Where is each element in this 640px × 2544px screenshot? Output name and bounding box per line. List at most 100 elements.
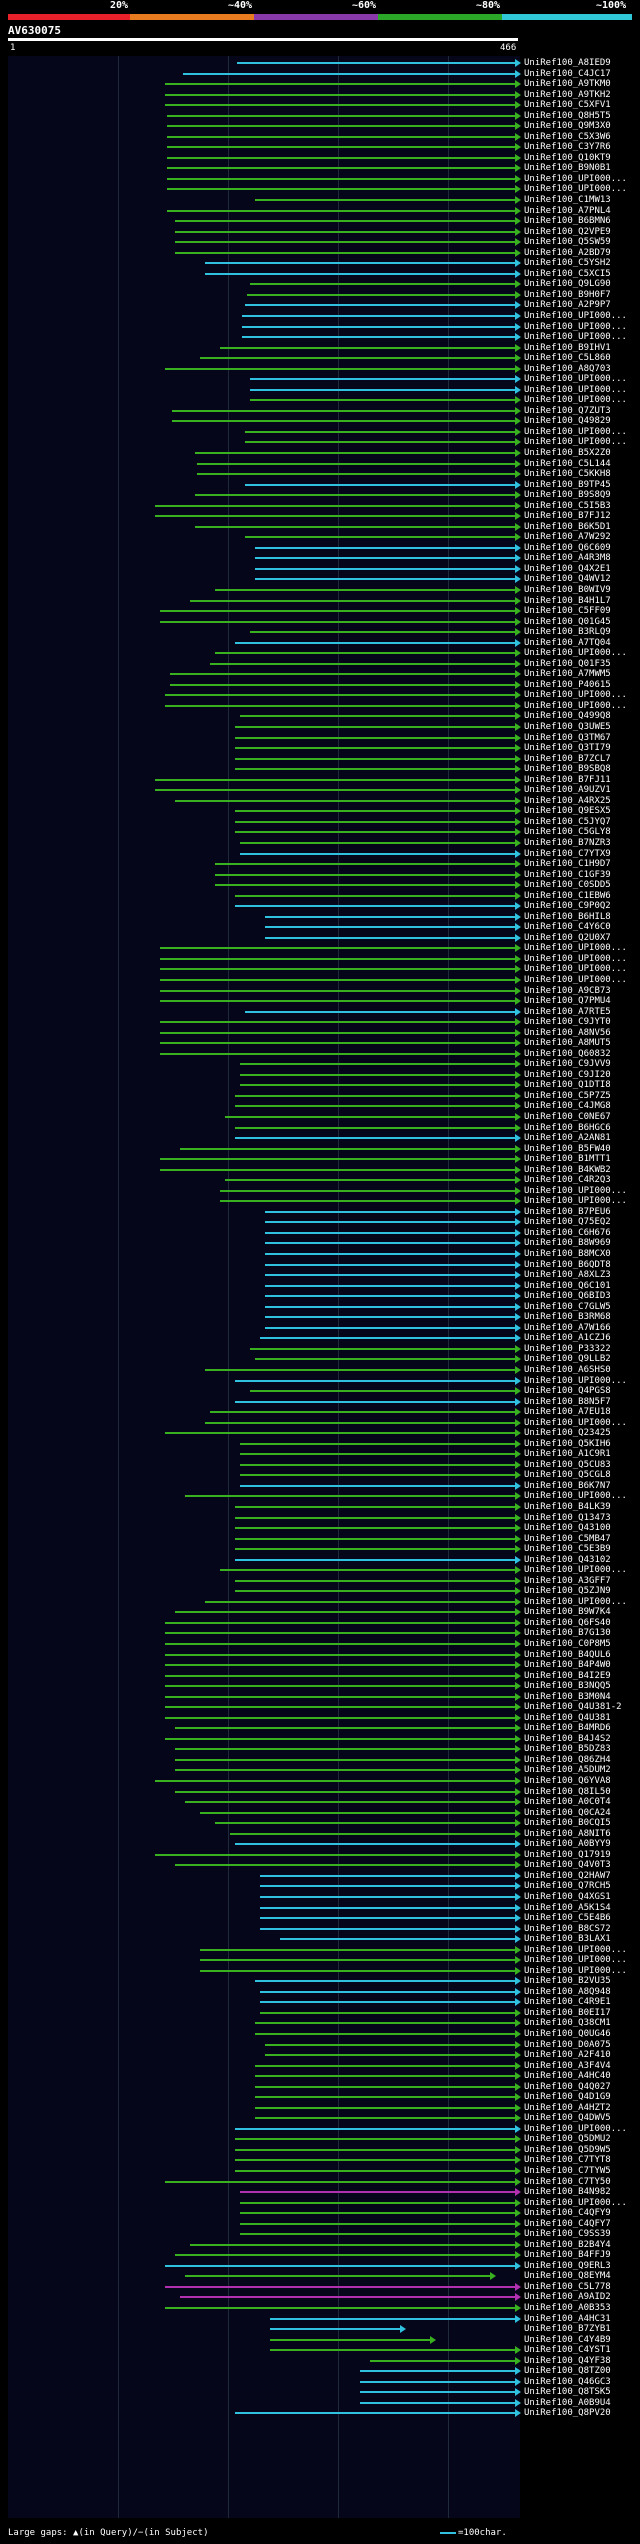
hit-label-link[interactable]: UniRef100_B4FFJ9 (524, 2250, 611, 2261)
hit-label-link[interactable]: UniRef100_Q01G45 (524, 616, 611, 627)
hit-label-link[interactable]: UniRef100_C9SS39 (524, 2229, 611, 2240)
hit-label-link[interactable]: UniRef100_A2AN81 (524, 1133, 611, 1144)
hit-label-link[interactable]: UniRef100_B5DZ83 (524, 1744, 611, 1755)
hit-label-link[interactable]: UniRef100_C4YST1 (524, 2345, 611, 2356)
hit-label-link[interactable]: UniRef100_P40615 (524, 679, 611, 690)
hit-label-link[interactable]: UniRef100_A4HC31 (524, 2313, 611, 2324)
hit-label-link[interactable]: UniRef100_Q0UG46 (524, 2028, 611, 2039)
hit-label-link[interactable]: UniRef100_B0EI17 (524, 2007, 611, 2018)
hit-label-link[interactable]: UniRef100_C7YTX9 (524, 848, 611, 859)
hit-label-link[interactable]: UniRef100_B9TP45 (524, 479, 611, 490)
hit-label-link[interactable]: UniRef100_Q8TSK5 (524, 2387, 611, 2398)
hit-label-link[interactable]: UniRef100_C4QFY7 (524, 2218, 611, 2229)
hit-label-link[interactable]: UniRef100_A1CZJ6 (524, 1333, 611, 1344)
hit-label-link[interactable]: UniRef100_Q38CM1 (524, 2018, 611, 2029)
hit-label-link[interactable]: UniRef100_B8MCX0 (524, 1249, 611, 1260)
hit-label-link[interactable]: UniRef100_Q2VPE9 (524, 226, 611, 237)
hit-label-link[interactable]: UniRef100_C4JMG8 (524, 1101, 611, 1112)
hit-label-link[interactable]: UniRef100_B3NQQ5 (524, 1681, 611, 1692)
hit-label-link[interactable]: UniRef100_C0SDD5 (524, 880, 611, 891)
hit-label-link[interactable]: UniRef100_C4JC17 (524, 68, 611, 79)
hit-label-link[interactable]: UniRef100_C6H676 (524, 1227, 611, 1238)
hit-label-link[interactable]: UniRef100_A8Q948 (524, 1986, 611, 1997)
hit-label-link[interactable]: UniRef100_B5X2Z0 (524, 447, 611, 458)
hit-label-link[interactable]: UniRef100_Q7RCH5 (524, 1881, 611, 1892)
hit-label-link[interactable]: UniRef100_Q8EYM4 (524, 2271, 611, 2282)
hit-label-link[interactable]: UniRef100_C5JYQ7 (524, 816, 611, 827)
hit-label-link[interactable]: UniRef100_Q17919 (524, 1849, 611, 1860)
hit-label-link[interactable]: UniRef100_B3LAX1 (524, 1934, 611, 1945)
hit-label-link[interactable]: UniRef100_Q10KT9 (524, 152, 611, 163)
hit-label-link[interactable]: UniRef100_A8NV56 (524, 1027, 611, 1038)
hit-label-link[interactable]: UniRef100_UPI000... (524, 690, 627, 701)
hit-label-link[interactable]: UniRef100_A0C0T4 (524, 1797, 611, 1808)
hit-label-link[interactable]: UniRef100_C9JI20 (524, 1069, 611, 1080)
hit-label-link[interactable]: UniRef100_A4HC40 (524, 2071, 611, 2082)
hit-label-link[interactable]: UniRef100_Q8IL50 (524, 1786, 611, 1797)
hit-label-link[interactable]: UniRef100_UPI000... (524, 648, 627, 659)
hit-label-link[interactable]: UniRef100_Q8H5T5 (524, 110, 611, 121)
hit-label-link[interactable]: UniRef100_C1H9D7 (524, 859, 611, 870)
hit-label-link[interactable]: UniRef100_UPI000... (524, 310, 627, 321)
hit-label-link[interactable]: UniRef100_B7ZCL7 (524, 753, 611, 764)
hit-label-link[interactable]: UniRef100_A9CB73 (524, 985, 611, 996)
hit-label-link[interactable]: UniRef100_Q5SW59 (524, 237, 611, 248)
hit-label-link[interactable]: UniRef100_UPI000... (524, 2123, 627, 2134)
hit-label-link[interactable]: UniRef100_C4Y4B9 (524, 2334, 611, 2345)
hit-label-link[interactable]: UniRef100_UPI000... (524, 374, 627, 385)
hit-label-link[interactable]: UniRef100_A0BYY9 (524, 1839, 611, 1850)
hit-label-link[interactable]: UniRef100_B9W7K4 (524, 1607, 611, 1618)
hit-label-link[interactable]: UniRef100_UPI000... (524, 964, 627, 975)
hit-label-link[interactable]: UniRef100_Q1DTI8 (524, 1080, 611, 1091)
hit-label-link[interactable]: UniRef100_B9IHV1 (524, 342, 611, 353)
hit-label-link[interactable]: UniRef100_UPI000... (524, 1965, 627, 1976)
hit-label-link[interactable]: UniRef100_Q4PGS8 (524, 1386, 611, 1397)
hit-label-link[interactable]: UniRef100_A5DUM2 (524, 1765, 611, 1776)
hit-label-link[interactable]: UniRef100_B3RM68 (524, 1312, 611, 1323)
hit-label-link[interactable]: UniRef100_B1MTT1 (524, 1154, 611, 1165)
hit-label-link[interactable]: UniRef100_B6HIL8 (524, 911, 611, 922)
hit-label-link[interactable]: UniRef100_Q7PMU4 (524, 996, 611, 1007)
hit-label-link[interactable]: UniRef100_B4P4W0 (524, 1660, 611, 1671)
hit-label-link[interactable]: UniRef100_B4N982 (524, 2187, 611, 2198)
hit-label-link[interactable]: UniRef100_B7PEU6 (524, 1206, 611, 1217)
hit-label-link[interactable]: UniRef100_B9S8Q9 (524, 490, 611, 501)
hit-label-link[interactable]: UniRef100_Q6C101 (524, 1280, 611, 1291)
hit-label-link[interactable]: UniRef100_Q3UWE5 (524, 722, 611, 733)
hit-label-link[interactable]: UniRef100_Q499Q8 (524, 711, 611, 722)
hit-label-link[interactable]: UniRef100_C7TYW5 (524, 2166, 611, 2176)
hit-label-link[interactable]: UniRef100_Q43102 (524, 1554, 611, 1565)
hit-label-link[interactable]: UniRef100_Q6BID3 (524, 1291, 611, 1302)
hit-label-link[interactable]: UniRef100_A9TKH2 (524, 89, 611, 100)
hit-label-link[interactable]: UniRef100_C1GF39 (524, 869, 611, 880)
hit-label-link[interactable]: UniRef100_B2B4Y4 (524, 2239, 611, 2250)
hit-label-link[interactable]: UniRef100_C0P8M5 (524, 1639, 611, 1649)
hit-label-link[interactable]: UniRef100_A2P9P7 (524, 300, 611, 311)
hit-label-link[interactable]: UniRef100_B6HGC6 (524, 1122, 611, 1133)
hit-label-link[interactable]: UniRef100_C5YSH2 (524, 258, 611, 269)
hit-label-link[interactable]: UniRef100_C5I5B3 (524, 500, 611, 511)
hit-label-link[interactable]: UniRef100_C4Y6C0 (524, 922, 611, 933)
hit-label-link[interactable]: UniRef100_Q46GC3 (524, 2376, 611, 2387)
hit-label-link[interactable]: UniRef100_A5K1S4 (524, 1902, 611, 1913)
hit-label-link[interactable]: UniRef100_Q4D1G9 (524, 2092, 611, 2103)
hit-label-link[interactable]: UniRef100_A9AID2 (524, 2292, 611, 2303)
hit-label-link[interactable]: UniRef100_UPI000... (524, 974, 627, 985)
hit-label-link[interactable]: UniRef100_Q5CGL8 (524, 1470, 611, 1481)
hit-label-link[interactable]: UniRef100_Q43100 (524, 1523, 611, 1534)
hit-label-link[interactable]: UniRef100_C7TY50 (524, 2176, 611, 2187)
hit-label-link[interactable]: UniRef100_A0B353 (524, 2303, 611, 2314)
hit-label-link[interactable]: UniRef100_B0CQI5 (524, 1818, 611, 1829)
hit-label-link[interactable]: UniRef100_UPI000... (524, 700, 627, 711)
hit-label-link[interactable]: UniRef100_A7PNL4 (524, 205, 611, 216)
hit-label-link[interactable]: UniRef100_A2BD79 (524, 247, 611, 258)
hit-label-link[interactable]: UniRef100_Q9M3X0 (524, 121, 611, 132)
hit-label-link[interactable]: UniRef100_Q4U381-2 (524, 1702, 622, 1713)
hit-label-link[interactable]: UniRef100_Q7ZUT3 (524, 405, 611, 416)
hit-label-link[interactable]: UniRef100_UPI000... (524, 1944, 627, 1955)
hit-label-link[interactable]: UniRef100_UPI000... (524, 943, 627, 954)
hit-label-link[interactable]: UniRef100_Q9ERL3 (524, 2260, 611, 2271)
hit-label-link[interactable]: UniRef100_C1EBW6 (524, 890, 611, 901)
hit-label-link[interactable]: UniRef100_B8CS72 (524, 1923, 611, 1934)
hit-label-link[interactable]: UniRef100_B9SBQ8 (524, 764, 611, 775)
